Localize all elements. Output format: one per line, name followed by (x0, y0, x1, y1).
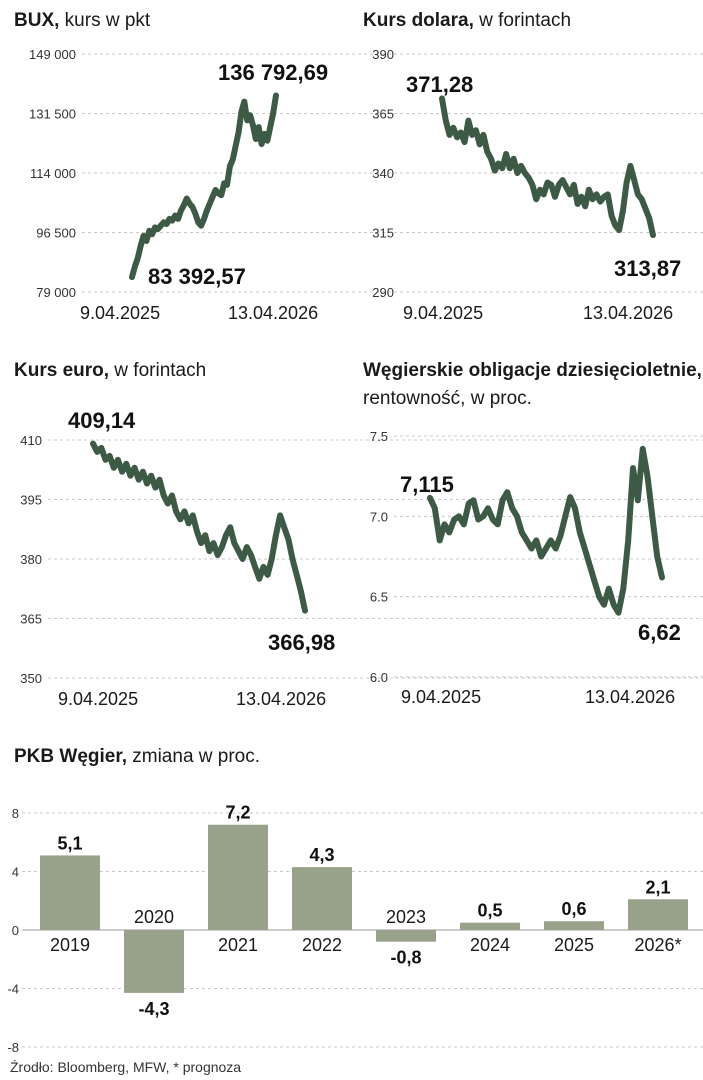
series-line (427, 445, 665, 616)
bar-category-label: 2023 (386, 907, 426, 927)
y-tick-label: 96 500 (36, 226, 76, 241)
chart-title-main: Węgierskie obligacje dziesięcioletnie, (363, 360, 702, 381)
x-label-start: 9.04.2025 (80, 303, 160, 323)
chart-subtitle: zmiana w proc. (127, 746, 260, 767)
x-label-end: 13.04.2026 (583, 303, 673, 323)
chart-gdp: PKB Węgier, zmiana w proc. 8 4 0 -4 -8 5,1 2019… (7, 746, 703, 1055)
chart-bonds: Węgierskie obligacje dziesięcioletnie, re… (363, 360, 703, 707)
y-tick-label: 8 (12, 806, 19, 821)
chart-title-main: Kurs euro, (14, 360, 109, 381)
bar-category-label: 2021 (218, 935, 258, 955)
bar-category-label: 2024 (470, 935, 510, 955)
x-label-end: 13.04.2026 (228, 303, 318, 323)
y-tick-label: -4 (7, 982, 19, 997)
x-label-start: 9.04.2025 (401, 687, 481, 707)
chart-subtitle: kurs w pkt (59, 10, 151, 31)
y-tick-label: 6.5 (370, 590, 388, 605)
bar-2022 (292, 867, 352, 930)
bar-value-label: 2,1 (645, 877, 670, 897)
y-tick-label: 290 (372, 285, 394, 300)
y-tick-label: 380 (20, 552, 42, 567)
chart-title: Węgierskie obligacje dziesięcioletnie, re… (363, 360, 702, 409)
y-tick-label: -8 (7, 1040, 19, 1055)
series-line (129, 92, 279, 281)
chart-title: Kurs euro, w forintach (14, 360, 206, 381)
start-value-label: 409,14 (68, 408, 136, 433)
source-note: Źrodło: Bloomberg, MFW, * prognoza (10, 1059, 241, 1075)
chart-title: PKB Węgier, zmiana w proc. (14, 746, 260, 767)
series-line (90, 440, 308, 614)
y-tick-label: 7.0 (370, 509, 388, 524)
y-tick-label: 365 (20, 612, 42, 627)
end-value-label: 6,62 (638, 620, 681, 645)
chart-subtitle: w forintach (109, 360, 206, 381)
x-label-start: 9.04.2025 (403, 303, 483, 323)
chart-subtitle: w forintach (474, 10, 571, 31)
chart-title: Kurs dolara, w forintach (363, 10, 571, 31)
y-tick-label: 7.5 (370, 429, 388, 444)
x-label-end: 13.04.2026 (236, 689, 326, 709)
y-tick-label: 410 (20, 433, 42, 448)
bar-value-label: 0,6 (561, 899, 586, 919)
chart-title-main: Kurs dolara, (363, 10, 474, 31)
bar-value-label: 7,2 (225, 803, 250, 823)
bar-category-label: 2020 (134, 907, 174, 927)
series-line (439, 95, 656, 239)
bar-value-label: 4,3 (309, 845, 334, 865)
chart-title-main: PKB Węgier, (14, 746, 127, 767)
bar-2020 (124, 930, 184, 993)
y-tick-label: 149 000 (29, 47, 76, 62)
y-tick-label: 340 (372, 166, 394, 181)
y-tick-label: 131 500 (29, 107, 76, 122)
y-tick-label: 79 000 (36, 285, 76, 300)
bar-value-label: -0,8 (390, 948, 421, 968)
y-tick-label: 315 (372, 226, 394, 241)
y-tick-label: 0 (12, 923, 19, 938)
chart-title: BUX, kurs w pkt (14, 10, 151, 31)
y-tick-label: 6.0 (370, 670, 388, 685)
chart-eur: Kurs euro, w forintach 410 395 380 365 350 9.0… (14, 360, 703, 709)
bar-category-label: 2025 (554, 935, 594, 955)
y-tick-label: 395 (20, 493, 42, 508)
bar-2023 (376, 930, 436, 942)
end-value-label: 366,98 (268, 630, 335, 655)
chart-subtitle: rentowność, w proc. (363, 388, 532, 409)
bar-value-label: -4,3 (138, 999, 169, 1019)
chart-usd: Kurs dolara, w forintach 390 365 340 315 290 9… (363, 10, 703, 323)
y-tick-label: 350 (20, 671, 42, 686)
bar-category-label: 2026* (634, 935, 681, 955)
bar-value-label: 0,5 (477, 901, 502, 921)
chart-bux: BUX, kurs w pkt 149 000 131 500 114 000 96 5… (14, 10, 703, 323)
bar-value-label: 5,1 (57, 833, 82, 853)
end-value-label: 313,87 (614, 256, 681, 281)
y-tick-label: 365 (372, 107, 394, 122)
bar-2021 (208, 824, 268, 930)
start-value-label: 83 392,57 (148, 264, 246, 289)
x-label-end: 13.04.2026 (585, 687, 675, 707)
bar-2019 (40, 855, 100, 930)
chart-title-main: BUX, (14, 10, 59, 31)
bar-2024 (460, 922, 520, 930)
x-label-start: 9.04.2025 (58, 689, 138, 709)
bar-category-label: 2022 (302, 935, 342, 955)
y-tick-label: 4 (12, 865, 19, 880)
bar-2026 (628, 899, 688, 930)
start-value-label: 7,115 (400, 472, 454, 497)
start-value-label: 371,28 (406, 72, 473, 97)
bar-category-label: 2019 (50, 935, 90, 955)
y-tick-label: 114 000 (30, 166, 76, 181)
bar-2025 (544, 921, 604, 930)
end-value-label: 136 792,69 (218, 60, 328, 85)
y-tick-label: 390 (372, 47, 394, 62)
